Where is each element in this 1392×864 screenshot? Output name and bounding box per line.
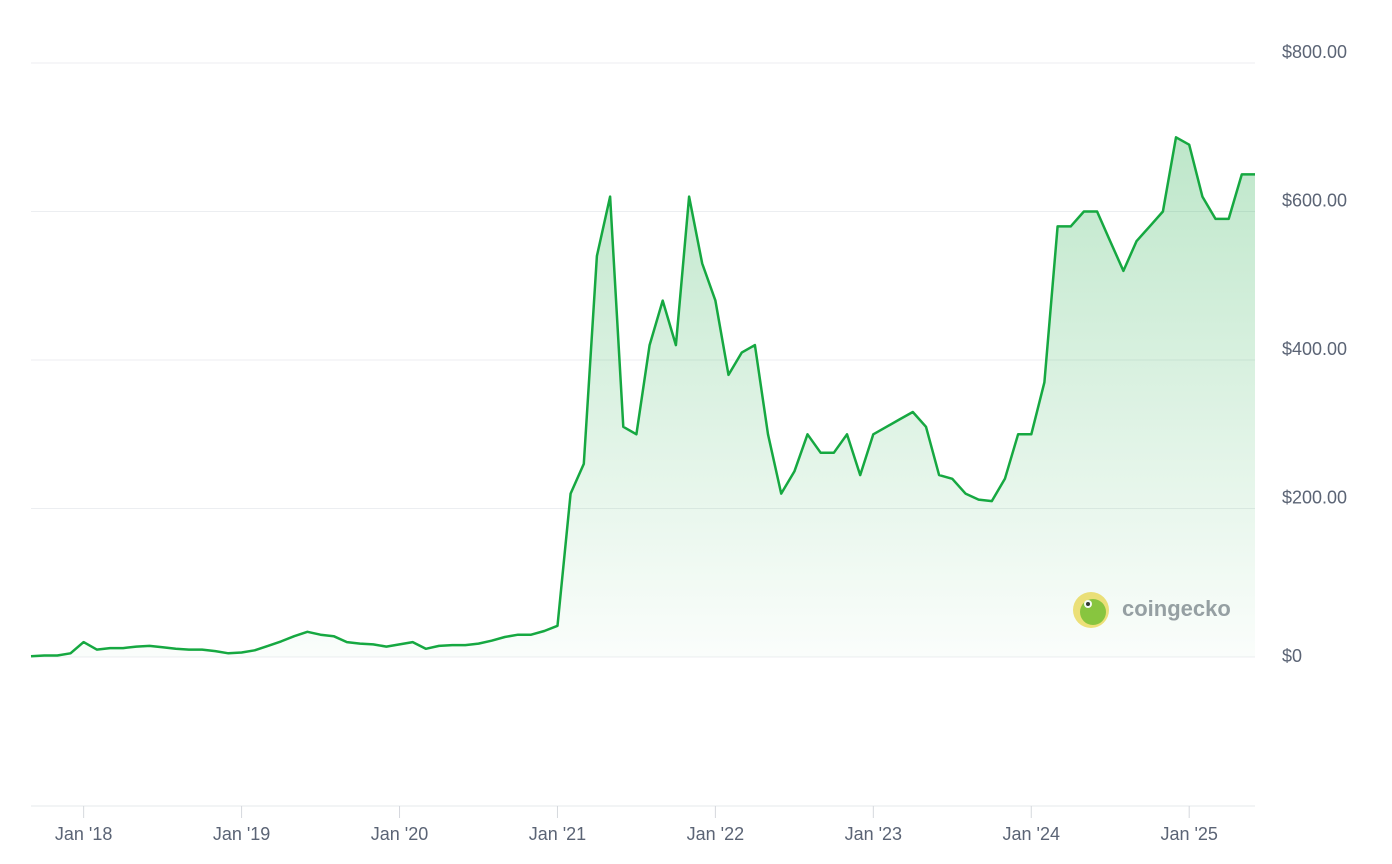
x-tick-label: Jan '24 xyxy=(1003,824,1060,844)
x-tick-label: Jan '19 xyxy=(213,824,270,844)
x-tick-label: Jan '22 xyxy=(687,824,744,844)
x-tick-label: Jan '20 xyxy=(371,824,428,844)
price-line xyxy=(30,136,1255,658)
y-tick-label: $0 xyxy=(1282,646,1302,666)
y-tick-label: $600.00 xyxy=(1282,190,1347,210)
x-tick-label: Jan '21 xyxy=(529,824,586,844)
y-tick-label: $800.00 xyxy=(1282,42,1347,62)
x-tick-label: Jan '25 xyxy=(1160,824,1217,844)
x-tick-label: Jan '23 xyxy=(845,824,902,844)
y-tick-label: $400.00 xyxy=(1282,339,1347,359)
y-tick-label: $200.00 xyxy=(1282,487,1347,507)
x-tick-label: Jan '18 xyxy=(55,824,112,844)
